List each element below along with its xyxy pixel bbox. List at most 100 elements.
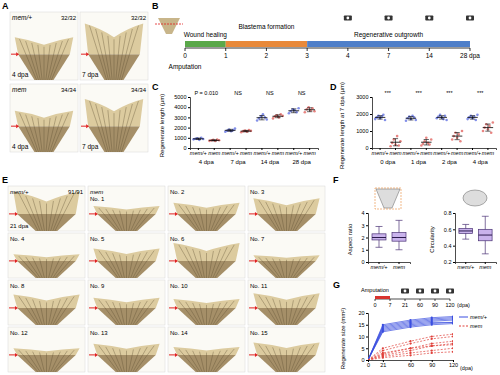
series-marker: [452, 333, 453, 335]
fin-ray: [33, 198, 43, 231]
tick: 1000: [174, 135, 190, 141]
series-marker: [409, 354, 411, 356]
tick-label: mem: [393, 264, 406, 270]
fin-ray: [120, 255, 125, 278]
fin-ray: [102, 107, 111, 152]
tick-mark: [188, 148, 190, 149]
group-label: 1 dpa: [411, 159, 427, 165]
whisker-cap: [396, 249, 403, 250]
tick-label: 3: [305, 52, 309, 59]
median-line: [478, 235, 492, 236]
fin-ray: [133, 301, 148, 325]
shape-schematic: [375, 188, 401, 209]
series-marker: [431, 320, 433, 322]
photo-background: [168, 233, 245, 278]
tick-label: mem/+: [222, 150, 240, 156]
data-point: [304, 111, 307, 114]
tick: 3: [361, 223, 368, 229]
series-marker: [409, 352, 411, 354]
marks: [192, 106, 316, 142]
fin-photo: [168, 186, 245, 231]
tick-mark: [366, 250, 368, 251]
fin-ray: [215, 245, 234, 278]
fin-ray: [179, 245, 198, 278]
error-cap: [408, 119, 413, 120]
fin-ray: [135, 300, 154, 325]
fin-ray: [53, 257, 68, 278]
fin-ray: [113, 210, 123, 231]
fin-photo: [168, 280, 245, 325]
amputation-arrow: [9, 213, 15, 214]
camera-body: [425, 16, 433, 21]
fish-number: No. 9: [90, 283, 105, 289]
data-point: [397, 144, 400, 147]
tick: 2000: [356, 111, 372, 117]
fin-ray: [48, 116, 57, 152]
box: [459, 229, 473, 234]
camera-lens: [428, 17, 431, 20]
y-axis-title: Circularity: [429, 226, 435, 253]
tick-label: 2000: [174, 125, 186, 131]
fin-ray: [209, 304, 214, 325]
tick-label: 5000: [174, 94, 186, 100]
series-marker: [409, 322, 411, 324]
axis-line: [366, 214, 369, 263]
error-cap: [408, 116, 413, 117]
fin-ray: [40, 301, 45, 325]
fin-ray: [55, 193, 74, 231]
tick-label: 0.2: [444, 259, 452, 265]
fin-ray: [46, 302, 47, 325]
fin-ray: [135, 251, 154, 278]
fin-photo: [88, 186, 165, 231]
tick-mark: [225, 48, 226, 51]
series-marker: [382, 350, 384, 352]
series-marker: [452, 347, 453, 349]
fish-number: No. 5: [90, 236, 105, 242]
legend-label: mem: [470, 323, 483, 329]
significance-label: NS: [266, 90, 274, 96]
tick-mark: [405, 299, 406, 301]
amputation-arrow: [249, 260, 255, 261]
error-cap: [485, 124, 490, 125]
tick: 120: [449, 360, 458, 368]
error-cap: [424, 144, 429, 145]
tick-label: 0: [361, 259, 364, 265]
fin-ray: [186, 247, 201, 278]
fin-ray: [108, 110, 112, 152]
fin-ray: [51, 198, 61, 231]
chart: 010002000300040005000mem/+memmem/+memmem…: [159, 90, 319, 165]
series-marker: [382, 330, 384, 332]
phase-bar: [185, 41, 226, 47]
tick-mark: [370, 131, 372, 132]
fin-ray: [126, 256, 127, 278]
tick: mem: [208, 148, 221, 156]
fin-ray: [33, 258, 43, 278]
fin-ray: [286, 350, 287, 372]
group-label: 0 dpa: [380, 159, 396, 165]
tick: mem: [479, 262, 492, 270]
fin-ray: [19, 296, 38, 325]
tick-label: 14: [426, 52, 434, 59]
series-line: [368, 348, 453, 360]
fish-number: No. 8: [10, 283, 25, 289]
error-cap: [470, 115, 475, 116]
tick-label: 0.6: [444, 227, 452, 233]
stage-label: 4 dpa: [12, 71, 29, 79]
fish-number: No. 10: [170, 283, 188, 289]
amputation-arrow: [9, 307, 15, 308]
fin-ray: [120, 104, 133, 152]
tick-mark: [366, 360, 368, 361]
tick-label: mem: [272, 150, 285, 156]
data-point: [482, 130, 485, 133]
fin-ray: [120, 303, 125, 325]
tick-label: mem: [304, 150, 317, 156]
fin-ray: [280, 205, 285, 231]
camera-body: [385, 16, 393, 21]
count-label: 34/34: [61, 87, 77, 93]
fin-ray: [293, 346, 308, 372]
series-marker: [431, 338, 433, 340]
group-label: 4 dpa: [199, 159, 215, 165]
phase-label: Regenerative outgrowth: [354, 31, 423, 39]
unit-label: (dpa): [457, 302, 470, 308]
series-marker: [409, 320, 411, 322]
